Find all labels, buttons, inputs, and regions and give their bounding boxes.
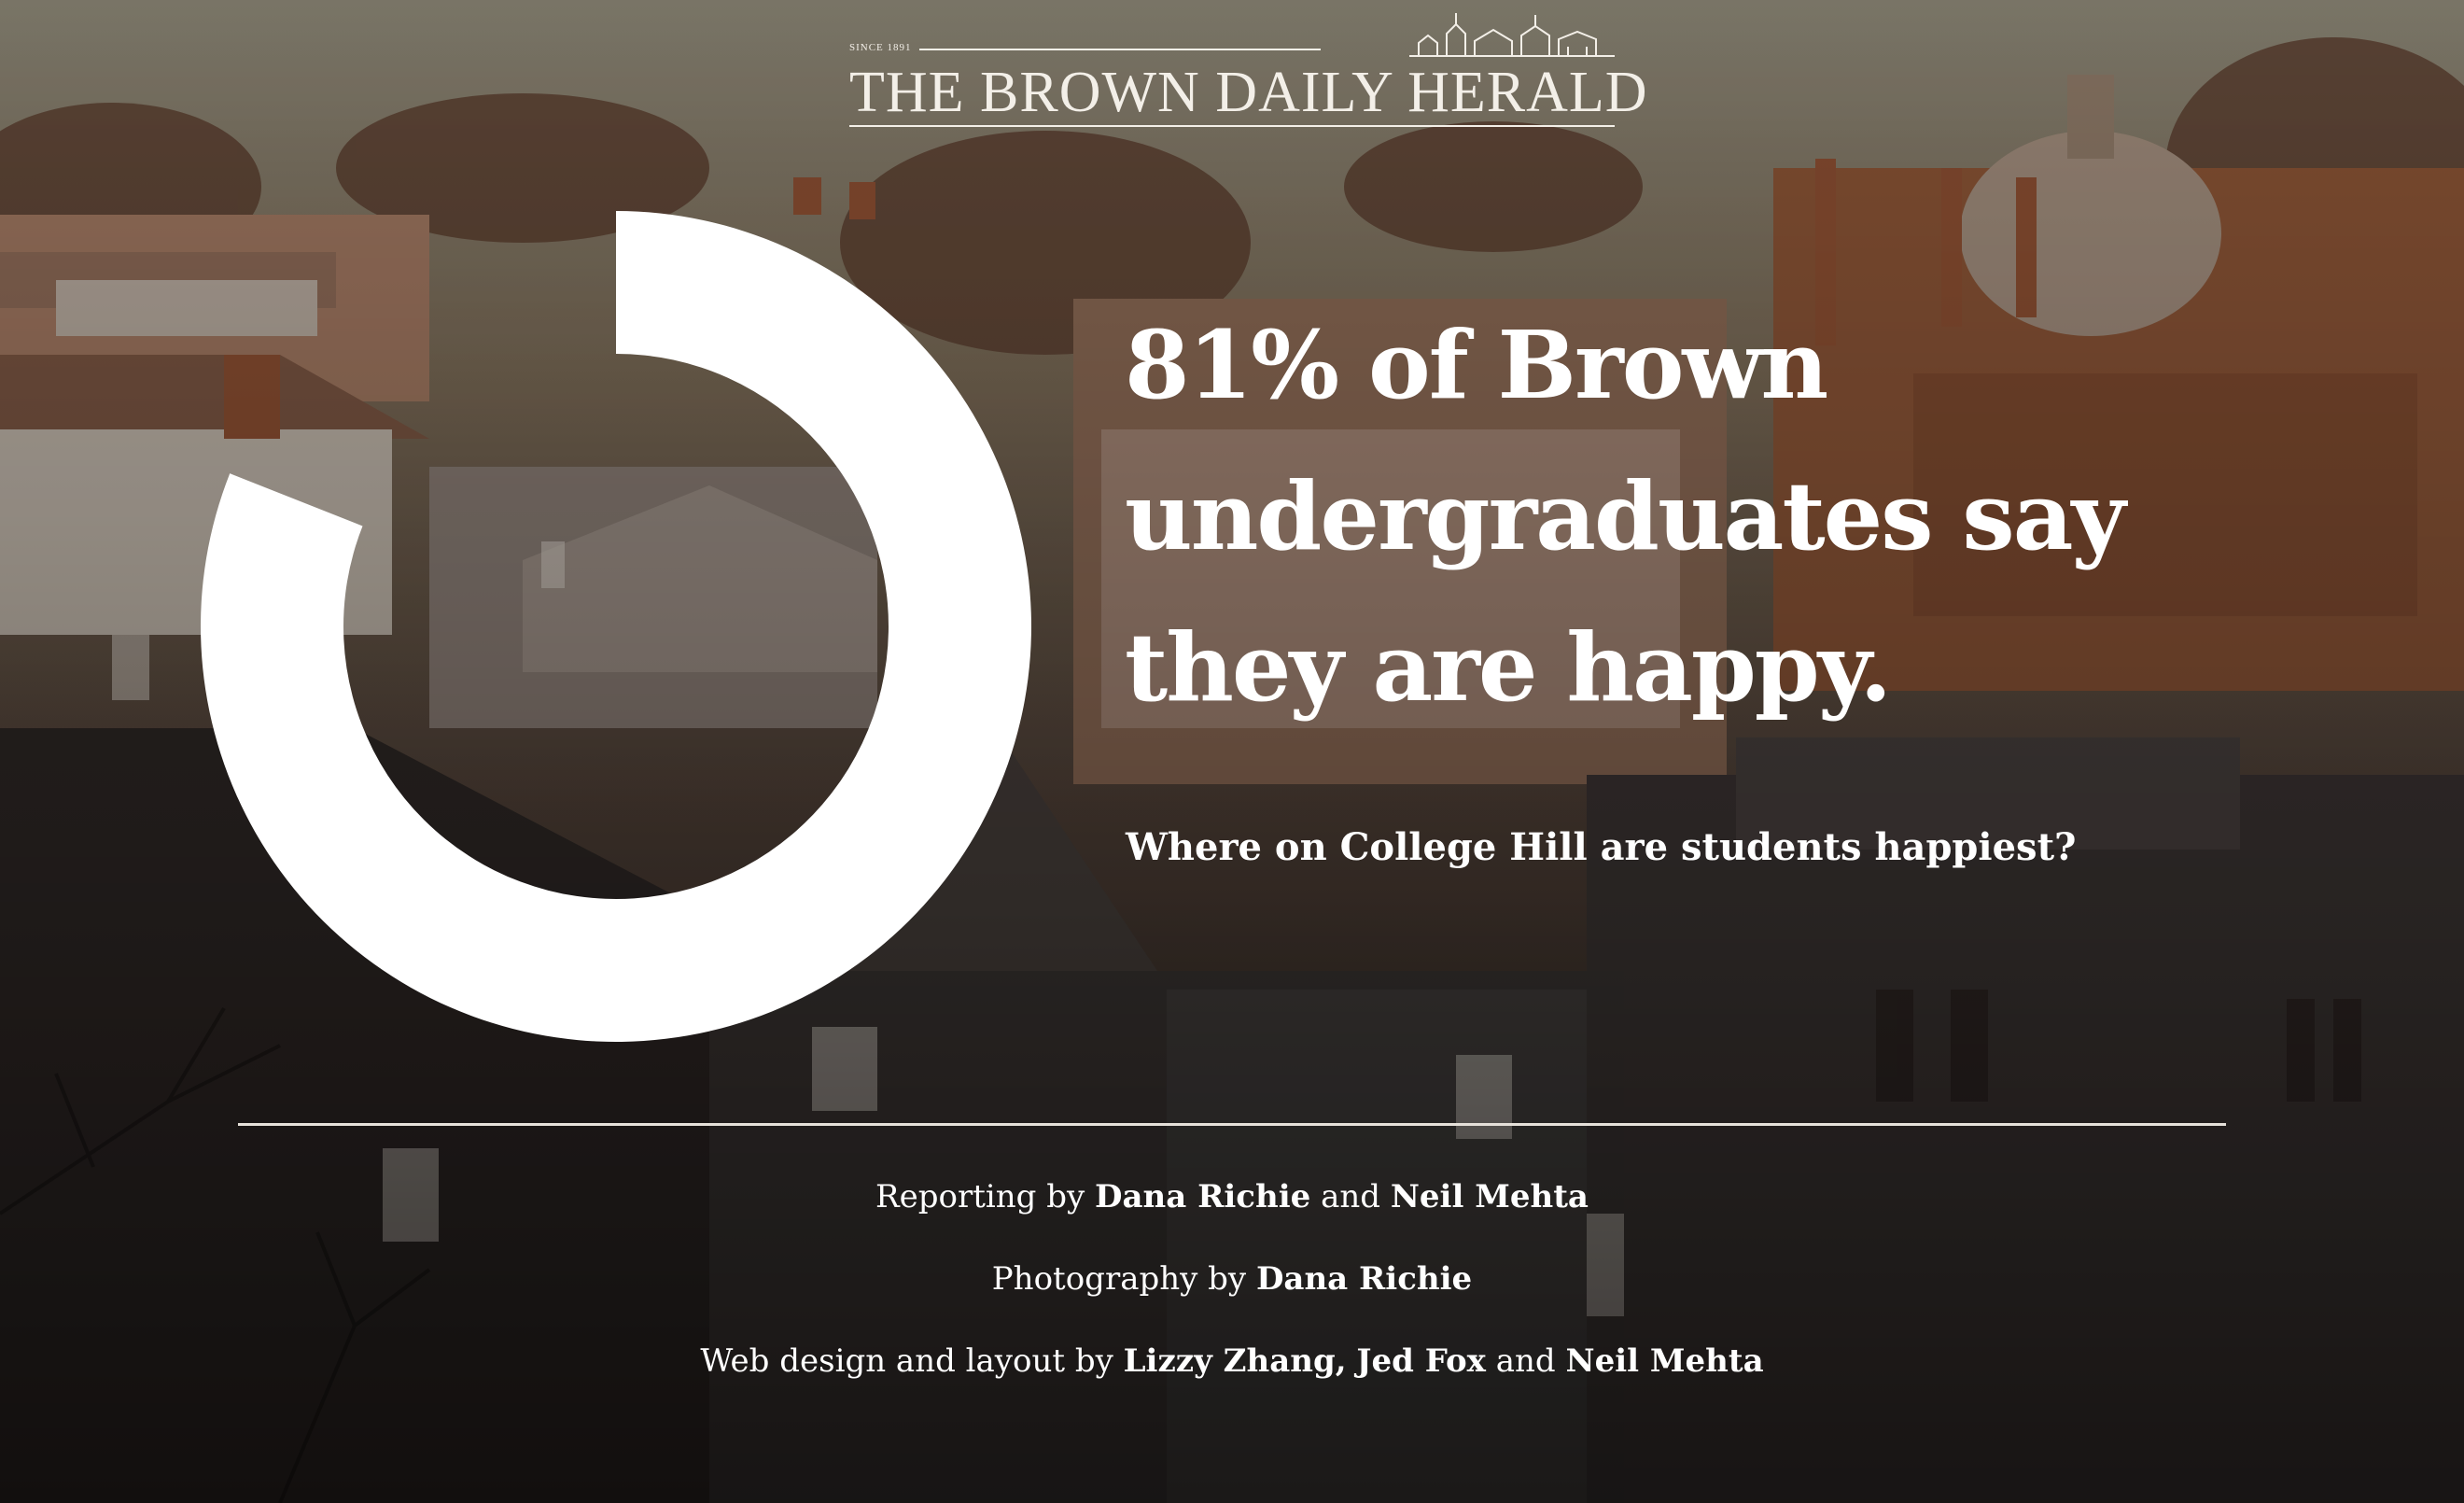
headline-line-3: they are happy. [1125,612,1892,723]
credit-name: Neil Mehta [1390,1178,1589,1215]
credit-name: Dana Richie [1255,1260,1473,1298]
credit-photography: Photography by Dana Richie [991,1260,1473,1298]
headline: 81% of Brown undergraduates say they are… [1125,289,2338,743]
section-divider [238,1123,2226,1126]
credits: Reporting by Dana Richie and Neil Mehta … [0,1156,2464,1402]
credit-name: Dana Richie [1095,1178,1311,1215]
donut-arc [201,211,1031,1042]
credit-reporting: Reporting by Dana Richie and Neil Mehta [875,1178,1589,1215]
masthead-logo[interactable]: SINCE 1891 THE BROWN DAILY HERALD [849,13,1648,135]
masthead-rule-bottom [849,125,1615,127]
credit-name: Lizzy Zhang, [1123,1342,1347,1380]
happiness-donut-chart [201,211,1031,1042]
headline-line-1: 81% of Brown [1125,310,1828,420]
college-hill-skyline-icon [1409,13,1615,57]
masthead-rule-top [919,49,1321,50]
credit-name: Neil Mehta [1565,1342,1764,1380]
since-label: SINCE 1891 [849,42,912,53]
credit-name: Jed Fox [1356,1342,1486,1380]
credit-web-design: Web design and layout by Lizzy Zhang, Je… [700,1342,1764,1380]
headline-line-2: undergraduates say [1125,461,2126,571]
masthead-title: THE BROWN DAILY HERALD [849,61,1648,124]
subheadline: Where on College Hill are students happi… [1126,825,2077,869]
